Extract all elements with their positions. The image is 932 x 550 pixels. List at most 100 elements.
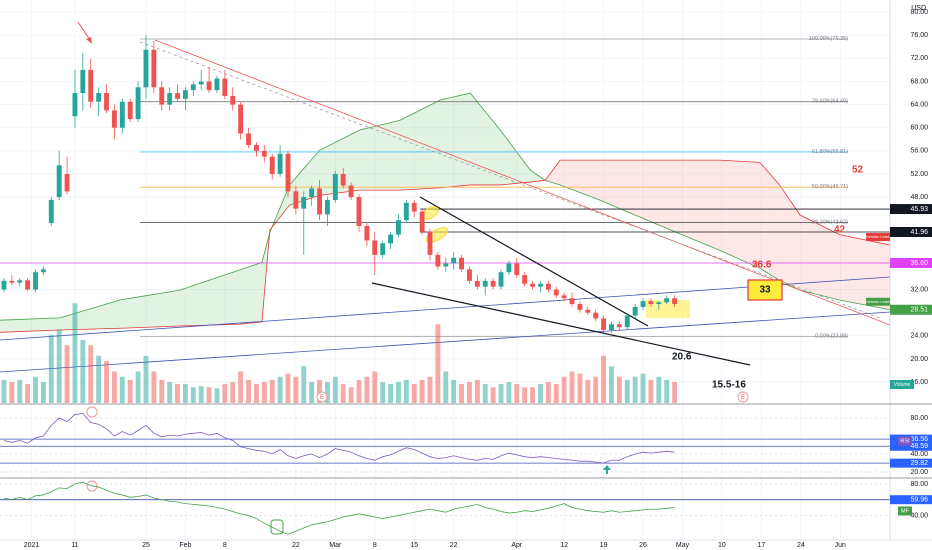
x-tick-label: 26 xyxy=(639,542,647,549)
volume-bar xyxy=(664,379,670,403)
candle-body xyxy=(33,272,38,290)
price-box-label: 29.82 xyxy=(910,460,928,467)
series-tag-label: Ichimoku Lead 1 xyxy=(863,299,893,304)
x-tick-label: 10 xyxy=(718,542,726,549)
trend-line xyxy=(0,276,891,341)
x-tick-label: Apr xyxy=(511,542,523,549)
volume-bar xyxy=(482,384,488,403)
candle-body xyxy=(372,240,378,255)
volume-bar xyxy=(56,329,62,403)
cloud-fill xyxy=(400,99,441,191)
indicator-line xyxy=(3,413,675,464)
candle-body xyxy=(585,309,591,313)
candle-body xyxy=(190,84,196,91)
volume-bar xyxy=(222,384,228,403)
candle-body xyxy=(474,280,480,287)
volume-bar xyxy=(332,376,338,403)
cloud-fill xyxy=(839,234,890,310)
cloud-fill xyxy=(560,160,600,200)
volume-bar xyxy=(498,384,504,403)
candle-body xyxy=(253,145,259,151)
candle-body xyxy=(56,165,62,198)
volume-bar xyxy=(96,355,102,403)
x-tick-label: Feb xyxy=(179,542,191,549)
candle-body xyxy=(198,81,204,85)
cloud-fill xyxy=(659,160,720,251)
annotation: 20.6 xyxy=(672,352,692,363)
annotation: 36.6 xyxy=(752,260,772,271)
arrow-head xyxy=(86,37,92,44)
volume-bar xyxy=(356,379,362,403)
price-box xyxy=(890,495,932,505)
candle-body xyxy=(388,234,394,244)
candle-body xyxy=(324,199,330,215)
candle-body xyxy=(616,324,622,328)
volume-bar xyxy=(127,379,133,403)
candle-body xyxy=(285,153,291,192)
x-tick-label: 22 xyxy=(450,542,458,549)
cloud-fill xyxy=(440,93,471,188)
volume-bar xyxy=(388,384,394,403)
volume-bar xyxy=(135,371,141,403)
cloud-fill xyxy=(500,130,531,185)
candle-body xyxy=(403,202,409,221)
volume-bar xyxy=(514,384,520,403)
volume-bar xyxy=(474,379,480,403)
x-tick-label: 25 xyxy=(142,542,150,549)
candle-body xyxy=(48,199,54,224)
x-tick-label: 17 xyxy=(757,542,765,549)
x-tick-label: Mar xyxy=(329,542,342,549)
volume-bar xyxy=(538,384,543,403)
y-tick-label: 64.00 xyxy=(910,101,928,108)
candle-body xyxy=(577,304,583,310)
candle-body xyxy=(72,93,78,117)
y-tick-label: 52.00 xyxy=(910,171,928,178)
trend-lines xyxy=(0,21,891,373)
volume-bar xyxy=(459,384,465,403)
volume-bar xyxy=(419,379,425,403)
x-tick-label: 24 xyxy=(797,542,805,549)
candle-body xyxy=(506,263,512,273)
x-tick-label: 8 xyxy=(223,542,227,549)
price-box-label: 36.60 xyxy=(910,260,928,267)
fib-label: 100.00%(75.35) xyxy=(809,36,848,42)
currency: USD xyxy=(911,5,926,12)
volume-bar xyxy=(293,376,299,403)
candle-body xyxy=(206,81,212,91)
candle-body xyxy=(419,211,425,232)
cloud-fill xyxy=(239,262,262,325)
volume-bar xyxy=(530,387,536,403)
volume-bar xyxy=(593,376,599,403)
candle-body xyxy=(269,156,275,174)
volume-bar xyxy=(561,376,567,403)
cloud-fill xyxy=(319,130,360,196)
y-tick-label: 80.00 xyxy=(910,481,928,488)
volume-bar xyxy=(104,361,109,403)
volume-bar xyxy=(317,379,322,403)
candle-body xyxy=(522,275,528,284)
volume-bar xyxy=(190,387,196,403)
volume-bar xyxy=(111,371,117,403)
volume-bar xyxy=(427,376,433,403)
candle-body xyxy=(230,95,236,105)
volume-bar xyxy=(340,384,346,403)
candle-body xyxy=(127,101,133,120)
volume-bar xyxy=(411,384,417,403)
volume-bar xyxy=(348,387,354,403)
candle-body xyxy=(1,280,7,290)
volume-bar xyxy=(64,345,70,403)
y-tick-label: 32.00 xyxy=(910,286,928,293)
volume-bar xyxy=(277,376,283,403)
candle-body xyxy=(553,289,559,296)
y-tick-label: 40.00 xyxy=(910,451,928,458)
volume-bar xyxy=(33,376,38,403)
y-tick-label: 48.00 xyxy=(910,194,928,201)
cloud-fill xyxy=(759,162,780,281)
series-tag xyxy=(890,380,914,389)
candle-body xyxy=(175,93,180,99)
volume-bar xyxy=(443,371,449,403)
volume-bar xyxy=(167,382,173,403)
marker xyxy=(86,406,98,418)
volume-bar xyxy=(214,388,220,403)
